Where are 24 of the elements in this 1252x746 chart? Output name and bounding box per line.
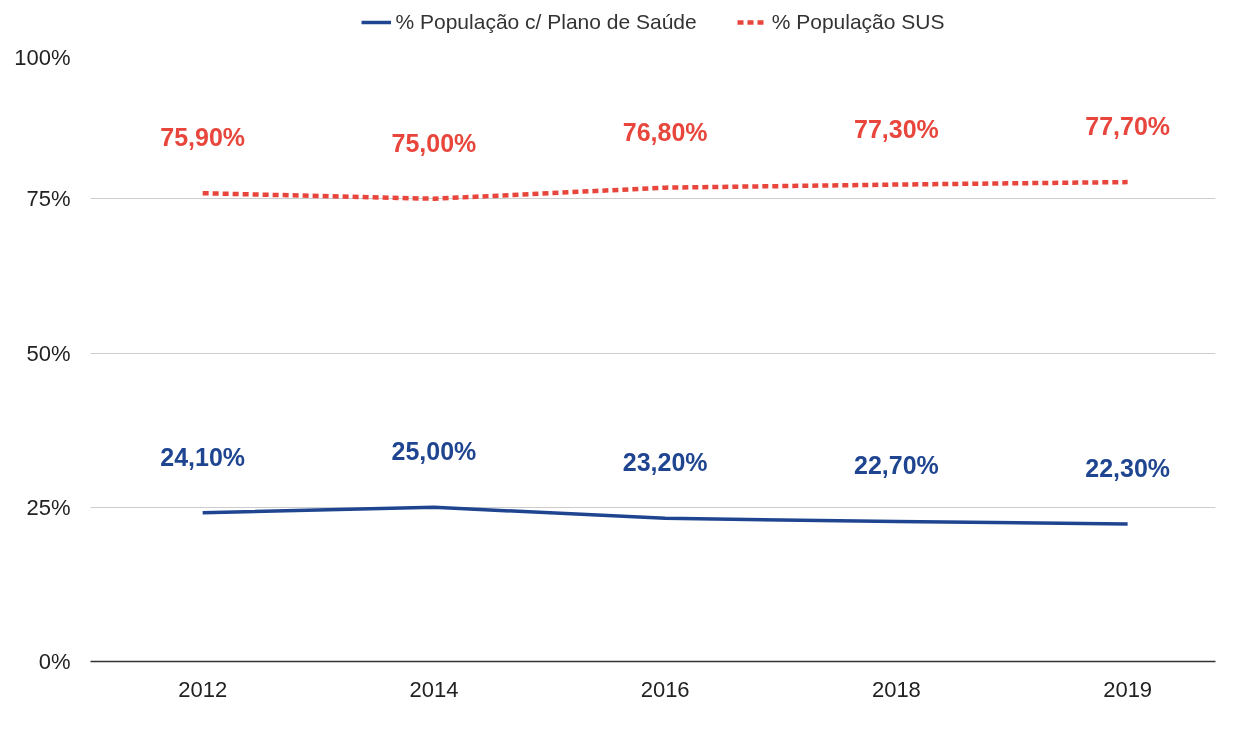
data-label: 76,80% bbox=[622, 117, 708, 146]
data-label: 75,00% bbox=[391, 128, 477, 157]
data-label: 25,00% bbox=[391, 437, 477, 466]
x-tick-label: 2018 bbox=[871, 676, 921, 702]
data-label: 24,10% bbox=[160, 442, 246, 471]
legend-label: % População SUS bbox=[771, 10, 945, 34]
x-tick-label: 2019 bbox=[1103, 676, 1153, 702]
data-label: 22,70% bbox=[853, 451, 939, 480]
data-label: 77,30% bbox=[853, 114, 939, 143]
data-label: 77,70% bbox=[1085, 112, 1171, 141]
y-tick-label: 100% bbox=[14, 44, 71, 70]
x-tick-label: 2016 bbox=[640, 676, 690, 702]
data-label: 22,30% bbox=[1085, 453, 1171, 482]
line-series bbox=[200, 179, 1130, 201]
data-label: 75,90% bbox=[160, 123, 246, 152]
line-series bbox=[200, 505, 1130, 526]
legend-label: % População c/ Plano de Saúde bbox=[395, 10, 697, 34]
y-tick-label: 75% bbox=[26, 186, 71, 212]
data-label: 23,20% bbox=[622, 448, 708, 477]
x-tick-label: 2012 bbox=[178, 676, 228, 702]
x-tick-label: 2014 bbox=[409, 676, 459, 702]
y-tick-label: 50% bbox=[26, 340, 71, 366]
y-tick-label: 25% bbox=[26, 494, 71, 520]
y-tick-label: 0% bbox=[38, 649, 71, 674]
